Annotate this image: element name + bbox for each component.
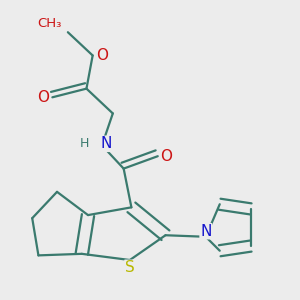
Text: H: H	[80, 137, 90, 150]
Text: O: O	[160, 149, 172, 164]
Text: N: N	[200, 224, 212, 239]
Text: CH₃: CH₃	[37, 17, 62, 30]
Text: S: S	[125, 260, 135, 275]
Text: N: N	[101, 136, 112, 151]
Text: O: O	[97, 48, 109, 63]
Text: O: O	[37, 90, 49, 105]
